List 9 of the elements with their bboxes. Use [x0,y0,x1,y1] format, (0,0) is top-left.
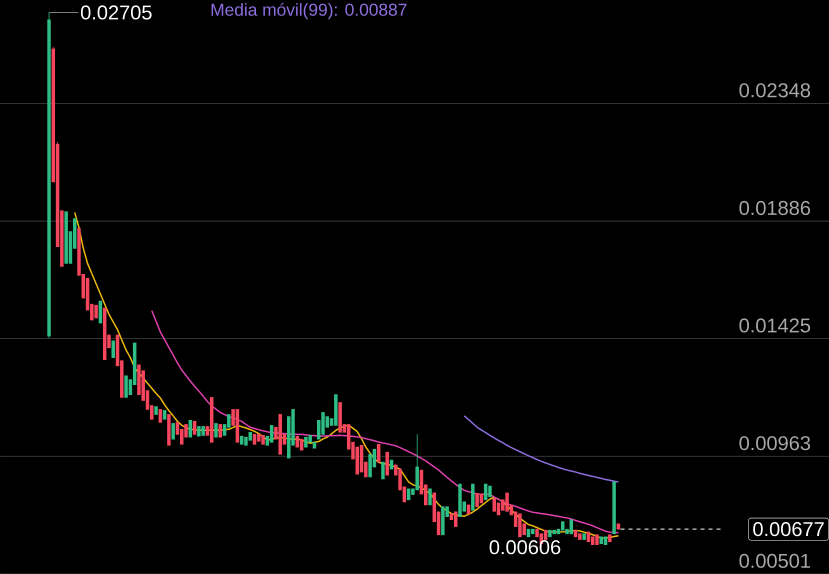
y-tick-label: 0.00963 [739,436,810,450]
y-tick-label: 0.02348 [739,83,810,98]
y-tick-label: 0.01425 [739,318,810,333]
ref-line-label: 0.00677 [753,522,824,536]
y-tick-label: 0.01886 [739,200,810,216]
annotation: 0.00606 [490,540,560,554]
chart-title: Media móvil(99): 0.00887 [212,2,406,20]
y-tick-label: 0.00501 [739,554,810,568]
annotation: 0.02705 [80,5,152,20]
